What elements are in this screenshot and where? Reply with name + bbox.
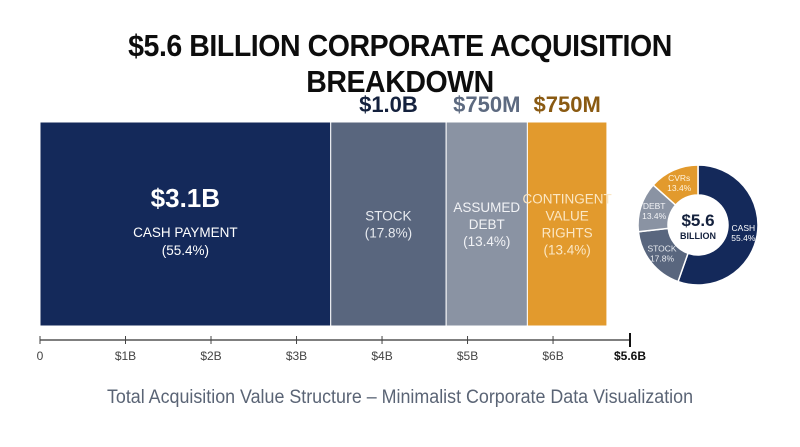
segment-text-label: DEBT (469, 217, 505, 232)
bar-segment (445, 121, 528, 327)
donut-slice-name: CVRs (668, 173, 690, 183)
segment-text-label: (13.4%) (544, 243, 591, 258)
donut-slice-percent: 13.4% (642, 211, 667, 221)
donut-slice-name: DEBT (643, 201, 666, 211)
donut-slice-name: STOCK (647, 244, 676, 254)
segment-text-label: CONTINGENT (523, 192, 612, 207)
x-axis-total-label: $5.6B (614, 349, 646, 363)
segment-main-label: $3.1B (151, 183, 220, 213)
donut-slice (652, 164, 699, 207)
segment-text-label: ASSUMED (453, 200, 520, 215)
segment-text-label: CASH PAYMENT (133, 225, 238, 240)
x-tick-label: 0 (37, 349, 44, 363)
segment-text-label: (55.4%) (162, 243, 209, 258)
segment-text-label: RIGHTS (542, 226, 593, 241)
x-tick-label: $2B (200, 349, 221, 363)
donut-slice-percent: 17.8% (650, 254, 675, 264)
x-tick-label: $5B (457, 349, 478, 363)
segment-text-label: (13.4%) (463, 234, 510, 249)
chart-caption: Total Acquisition Value Structure – Mini… (106, 387, 694, 408)
segment-text-label: STOCK (365, 209, 411, 224)
segment-text-label: (17.8%) (365, 226, 412, 241)
x-tick-label: $6B (542, 349, 563, 363)
donut-slice-percent: 55.4% (731, 233, 756, 243)
x-tick-label: $1B (115, 349, 136, 363)
donut-center-value: $5.6 (681, 211, 714, 230)
segment-text-label: VALUE (546, 209, 589, 224)
donut-slice-name: CASH (732, 223, 756, 233)
segment-value-label: $1.0B (359, 92, 418, 117)
bar-segment (526, 121, 608, 327)
segment-value-label: $750M (534, 92, 601, 117)
x-tick-label: $3B (286, 349, 307, 363)
donut-center-label: BILLION (680, 231, 716, 241)
x-tick-label: $4B (371, 349, 392, 363)
segment-value-label: $750M (453, 92, 520, 117)
chart-title: $5.6 BILLION CORPORATE ACQUISITION BREAK… (128, 28, 672, 99)
donut-slice-percent: 13.4% (667, 183, 692, 193)
bar-segment (39, 121, 332, 327)
bar-segment (330, 121, 447, 327)
